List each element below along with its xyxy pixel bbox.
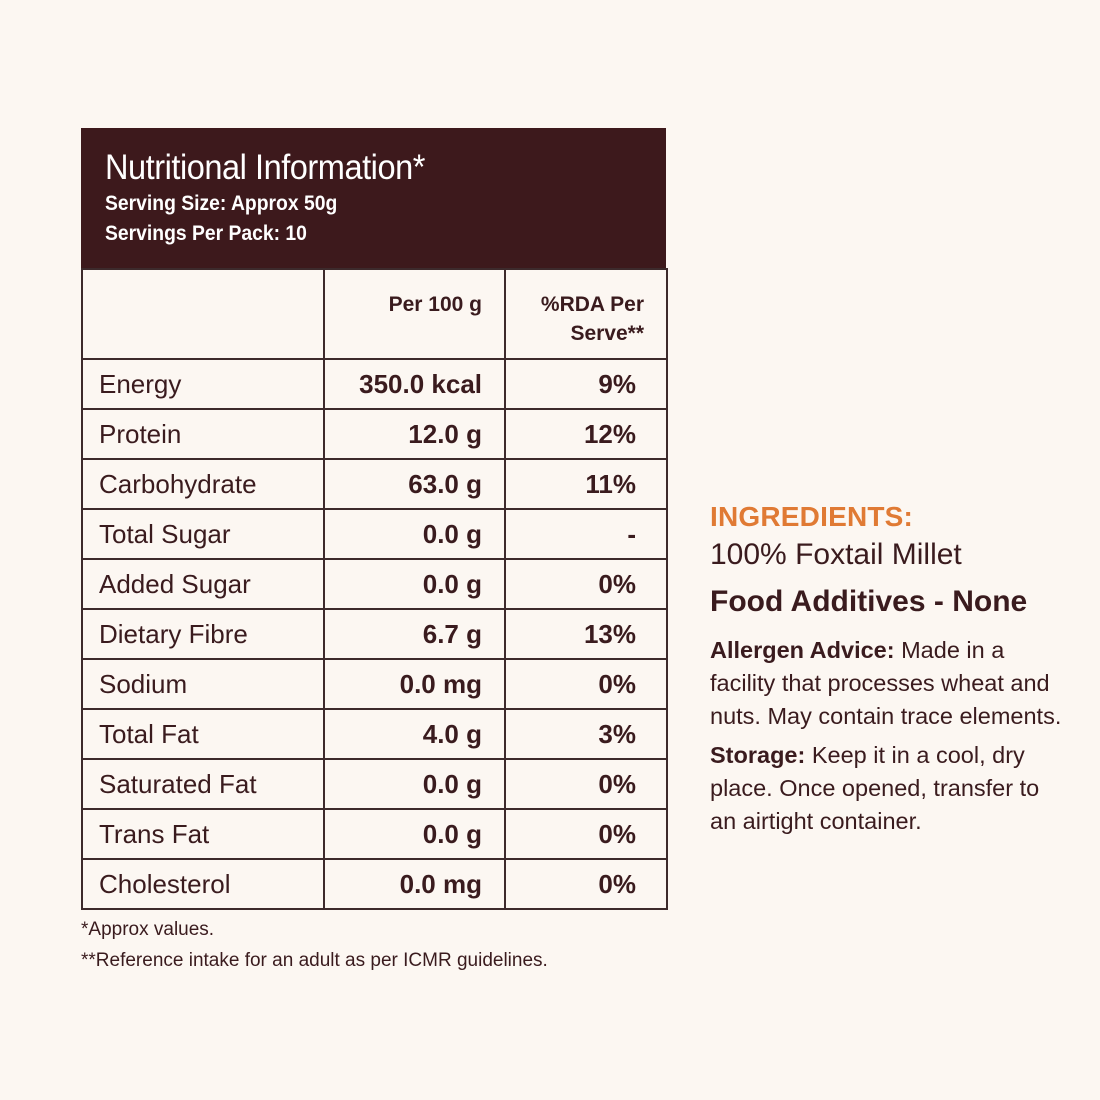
table-header-row: Per 100 g %RDA Per Serve** <box>81 268 668 360</box>
nutrient-name: Carbohydrate <box>81 458 325 510</box>
ingredients-value: 100% Foxtail Millet <box>710 538 962 571</box>
per-100g-value: 350.0 kcal <box>323 358 506 410</box>
allergen-advice: Allergen Advice: Made in a facility that… <box>710 634 1070 733</box>
footnotes: *Approx values. **Reference intake for a… <box>81 914 548 976</box>
nutrition-table: Per 100 g %RDA Per Serve** Energy 350.0 … <box>81 268 668 910</box>
storage-text: Keep it in a cool, dry place. Once opene… <box>710 742 1040 834</box>
allergen-text: Made in a facility that processes wheat … <box>710 637 1062 729</box>
per-100g-value: 6.7 g <box>323 608 506 660</box>
per-100g-value: 4.0 g <box>323 708 506 760</box>
table-row: Carbohydrate 63.0 g 11% <box>81 458 668 510</box>
per-100g-value: 63.0 g <box>323 458 506 510</box>
rda-value: - <box>504 508 668 560</box>
nutrient-name: Cholesterol <box>81 858 325 910</box>
rda-value: 0% <box>504 808 668 860</box>
column-header-per100: Per 100 g <box>323 268 506 360</box>
allergen-label: Allergen Advice: <box>710 637 895 663</box>
table-row: Sodium 0.0 mg 0% <box>81 658 668 710</box>
table-row: Total Fat 4.0 g 3% <box>81 708 668 760</box>
table-row: Protein 12.0 g 12% <box>81 408 668 460</box>
serving-size: Serving Size: Approx 50g <box>105 192 338 215</box>
nutrient-name: Sodium <box>81 658 325 710</box>
nutrient-name: Total Fat <box>81 708 325 760</box>
table-row: Cholesterol 0.0 mg 0% <box>81 858 668 910</box>
rda-value: 0% <box>504 658 668 710</box>
table-row: Added Sugar 0.0 g 0% <box>81 558 668 610</box>
rda-value: 12% <box>504 408 668 460</box>
nutrient-name: Energy <box>81 358 325 410</box>
per-100g-value: 0.0 g <box>323 558 506 610</box>
per-100g-value: 0.0 g <box>323 758 506 810</box>
nutrient-name: Total Sugar <box>81 508 325 560</box>
rda-value: 0% <box>504 558 668 610</box>
nutrient-name: Saturated Fat <box>81 758 325 810</box>
rda-value: 11% <box>504 458 668 510</box>
column-header-rda-line1: %RDA Per <box>540 293 644 316</box>
column-header-nutrient <box>81 268 325 360</box>
servings-per-pack: Servings Per Pack: 10 <box>105 222 307 245</box>
per-100g-value: 0.0 g <box>323 808 506 860</box>
footnote-reference: **Reference intake for an adult as per I… <box>81 950 548 971</box>
per-100g-value: 0.0 mg <box>323 658 506 710</box>
nutrition-header: Nutritional Information* Serving Size: A… <box>81 128 666 268</box>
rda-value: 0% <box>504 758 668 810</box>
nutrient-name: Trans Fat <box>81 808 325 860</box>
food-additives: Food Additives - None <box>710 585 1028 618</box>
table-row: Total Sugar 0.0 g - <box>81 508 668 560</box>
storage-advice: Storage: Keep it in a cool, dry place. O… <box>710 739 1070 838</box>
rda-value: 0% <box>504 858 668 910</box>
table-row: Trans Fat 0.0 g 0% <box>81 808 668 860</box>
nutrient-name: Dietary Fibre <box>81 608 325 660</box>
storage-label: Storage: <box>710 742 806 768</box>
per-100g-value: 0.0 mg <box>323 858 506 910</box>
ingredients-title: INGREDIENTS: <box>710 501 914 532</box>
panel-title: Nutritional Information* <box>105 148 425 187</box>
rda-value: 13% <box>504 608 668 660</box>
rda-value: 3% <box>504 708 668 760</box>
rda-value: 9% <box>504 358 668 410</box>
per-100g-value: 0.0 g <box>323 508 506 560</box>
nutrient-name: Protein <box>81 408 325 460</box>
ingredients-section: INGREDIENTS: 100% Foxtail Millet Food Ad… <box>710 500 1070 838</box>
footnote-approx: *Approx values. <box>81 919 215 940</box>
table-row: Dietary Fibre 6.7 g 13% <box>81 608 668 660</box>
table-row: Energy 350.0 kcal 9% <box>81 358 668 410</box>
column-header-rda-line2: Serve** <box>570 322 644 345</box>
column-header-rda: %RDA Per Serve** <box>504 268 668 360</box>
per-100g-value: 12.0 g <box>323 408 506 460</box>
table-row: Saturated Fat 0.0 g 0% <box>81 758 668 810</box>
nutrition-panel: Nutritional Information* Serving Size: A… <box>81 128 668 910</box>
nutrient-name: Added Sugar <box>81 558 325 610</box>
